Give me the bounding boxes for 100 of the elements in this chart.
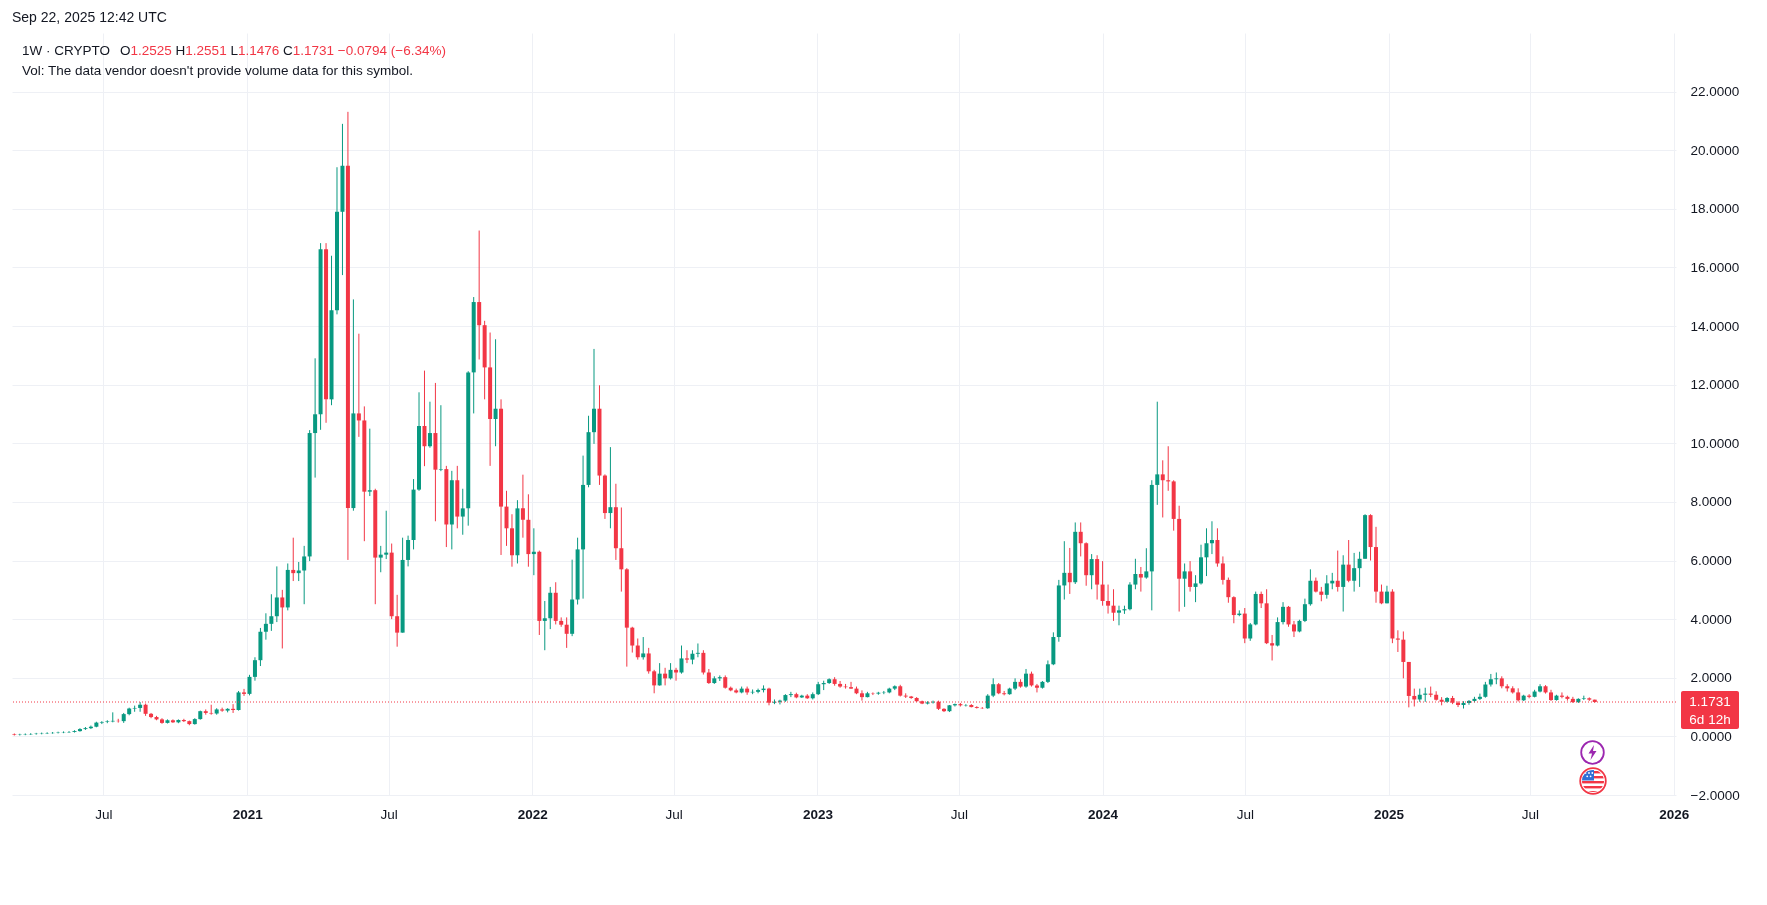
- text: Sep 22, 2025 12:42 UTC: [12, 9, 167, 25]
- x-tick-label: 2024: [1088, 806, 1119, 822]
- candlestick: [252, 656, 257, 682]
- candlestick: [652, 669, 657, 694]
- candlestick: [269, 593, 274, 632]
- candlestick: [1155, 401, 1160, 506]
- x-tick-label: 2026: [1659, 806, 1690, 822]
- candlestick: [1182, 562, 1187, 608]
- candlestick: [1067, 547, 1072, 595]
- y-tick-label: 14.0000: [1690, 318, 1740, 334]
- candlestick: [974, 705, 979, 710]
- candlestick: [635, 638, 640, 661]
- y-tick-label: 20.0000: [1690, 142, 1740, 158]
- candlestick: [138, 701, 143, 713]
- candlestick: [1215, 527, 1220, 568]
- candlestick: [422, 370, 427, 467]
- candlestick: [1034, 683, 1039, 693]
- candlestick: [493, 338, 498, 447]
- x-tick-label: 2022: [517, 806, 548, 822]
- candlestick: [242, 688, 247, 697]
- y-tick-label: 12.0000: [1690, 377, 1740, 393]
- candlestick: [302, 545, 307, 605]
- candlestick: [1089, 553, 1094, 590]
- candlestick: [1024, 668, 1029, 689]
- candlestick: [280, 589, 285, 649]
- candlestick: [1302, 598, 1307, 623]
- candlestick: [684, 649, 689, 664]
- candlestick: [646, 647, 651, 675]
- candlestick: [1308, 568, 1313, 607]
- candlestick: [1281, 601, 1286, 625]
- candlestick: [1111, 588, 1116, 622]
- x-tick-label: 2021: [232, 806, 264, 822]
- y-tick-label: 6.0000: [1690, 553, 1732, 569]
- candlestick: [263, 612, 268, 641]
- annotation: Vol: The data vendor doesn't provide volume data for this symbol.: [22, 62, 415, 80]
- candlestick: [1144, 547, 1149, 580]
- candlestick: [367, 428, 372, 497]
- candlestick: [1346, 539, 1351, 583]
- candlestick: [1138, 566, 1143, 593]
- candlestick: [1357, 551, 1362, 588]
- y-tick-label: −2.0000: [1690, 787, 1740, 803]
- candlestick: [1062, 540, 1067, 601]
- candlestick: [427, 401, 432, 449]
- candlestick: [1078, 521, 1083, 557]
- text: 1W · CRYPTO: [22, 43, 111, 58]
- candlestick: [630, 626, 635, 654]
- candlestick: [695, 642, 700, 658]
- candlestick: [395, 594, 400, 648]
- candlestick: [1494, 671, 1499, 685]
- candlestick: [477, 230, 482, 360]
- candlestick: [1341, 554, 1346, 613]
- candlestick: [247, 674, 252, 696]
- y-tick-label: 8.0000: [1690, 494, 1732, 510]
- candlestick: [504, 490, 509, 547]
- candlestick: [657, 662, 662, 687]
- y-tick-label: 4.0000: [1690, 611, 1732, 627]
- candlestick: [701, 649, 706, 676]
- ref-line-label: 1.1731: [1689, 694, 1731, 709]
- candlestick: [608, 446, 613, 529]
- y-tick-label: 16.0000: [1690, 259, 1740, 275]
- candlestick: [1477, 693, 1482, 701]
- candlestick: [1188, 560, 1193, 593]
- candlestick: [460, 488, 465, 536]
- candlestick: [72, 729, 77, 734]
- candlestick: [849, 681, 854, 690]
- candlestick: [1324, 574, 1329, 600]
- candlestick: [619, 506, 624, 593]
- candlestick: [1231, 595, 1236, 624]
- x-tick-label: Jul: [1236, 806, 1254, 822]
- candlestick: [788, 691, 793, 698]
- candlestick: [378, 545, 383, 573]
- candlestick: [592, 348, 597, 445]
- candlestick: [542, 600, 547, 651]
- candlestick: [1352, 552, 1357, 593]
- candlestick: [1209, 520, 1214, 555]
- x-tick-label: Jul: [950, 806, 968, 822]
- candlestick: [1160, 459, 1165, 518]
- x-tick-label: Jul: [380, 806, 398, 822]
- candlestick: [1395, 629, 1400, 653]
- candlestick: [641, 636, 646, 661]
- candlestick: [1401, 630, 1406, 679]
- candlestick: [77, 727, 82, 733]
- candlestick: [1488, 673, 1493, 688]
- candlestick: [356, 333, 361, 438]
- y-tick-label: 0.0000: [1690, 728, 1732, 744]
- x-tick-label: Jul: [1521, 806, 1540, 822]
- candlestick: [1133, 558, 1138, 590]
- candlestick: [1275, 616, 1280, 647]
- candlestick: [170, 718, 175, 724]
- candlestick: [679, 645, 684, 675]
- candlestick: [991, 677, 996, 698]
- text: 6d 12h: [1689, 712, 1731, 727]
- candlestick: [1220, 555, 1225, 586]
- y-tick-label: 18.0000: [1690, 201, 1740, 217]
- candlestick: [838, 680, 843, 689]
- y-tick-label: 10.0000: [1690, 435, 1740, 451]
- candlestick: [1116, 605, 1121, 626]
- candlestick: [438, 404, 443, 472]
- x-tick-label: 2025: [1373, 806, 1405, 822]
- candlestick: [1106, 584, 1111, 615]
